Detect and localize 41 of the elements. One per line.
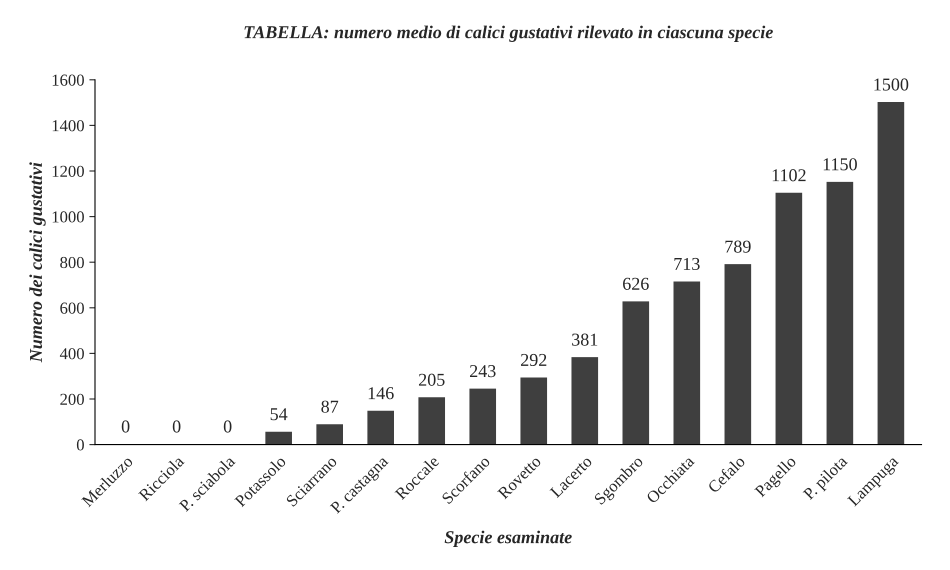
bar <box>878 102 904 445</box>
bar <box>826 182 854 445</box>
data-label: 0 <box>172 420 180 433</box>
y-tick-label: 0 <box>76 439 84 451</box>
bar <box>316 424 343 445</box>
y-tick-label: 200 <box>60 394 84 405</box>
y-tick-label: 400 <box>60 348 84 360</box>
bar <box>571 357 598 445</box>
bar <box>674 281 700 445</box>
y-tick-label: 1000 <box>52 211 84 223</box>
data-label: 789 <box>725 240 751 253</box>
data-label: 243 <box>470 365 496 378</box>
data-label: 381 <box>572 334 598 346</box>
data-label: 1500 <box>874 78 908 91</box>
x-axis-title: Specie esaminate <box>444 530 572 547</box>
data-label: 713 <box>674 258 700 270</box>
data-label: 0 <box>122 420 130 433</box>
y-tick-label: 600 <box>60 302 84 314</box>
bar <box>776 192 802 445</box>
bar <box>367 410 394 445</box>
data-label: 1150 <box>824 158 857 170</box>
y-tick-label: 1200 <box>52 166 84 177</box>
bar <box>265 432 292 445</box>
bar <box>724 264 752 445</box>
data-label: 0 <box>224 420 232 433</box>
data-label: 87 <box>321 400 338 413</box>
bar <box>622 301 650 445</box>
y-tick-label: 800 <box>60 256 84 268</box>
data-label: 292 <box>521 354 546 366</box>
y-tick-label: 1400 <box>52 120 84 132</box>
bar <box>418 397 446 445</box>
bar <box>469 388 496 445</box>
data-label: 626 <box>623 278 649 290</box>
bar <box>520 377 548 445</box>
y-tick-label: 1600 <box>52 74 84 86</box>
data-label: 205 <box>418 374 445 386</box>
data-label: 54 <box>270 408 288 420</box>
y-axis-title: Numero dei calici gustativi <box>29 162 46 362</box>
data-label: 146 <box>368 387 394 400</box>
chart-title: TABELLA: numero medio di calici gustativi rilevato in ciascuna specie <box>244 26 773 42</box>
data-label: 1102 <box>772 169 806 182</box>
